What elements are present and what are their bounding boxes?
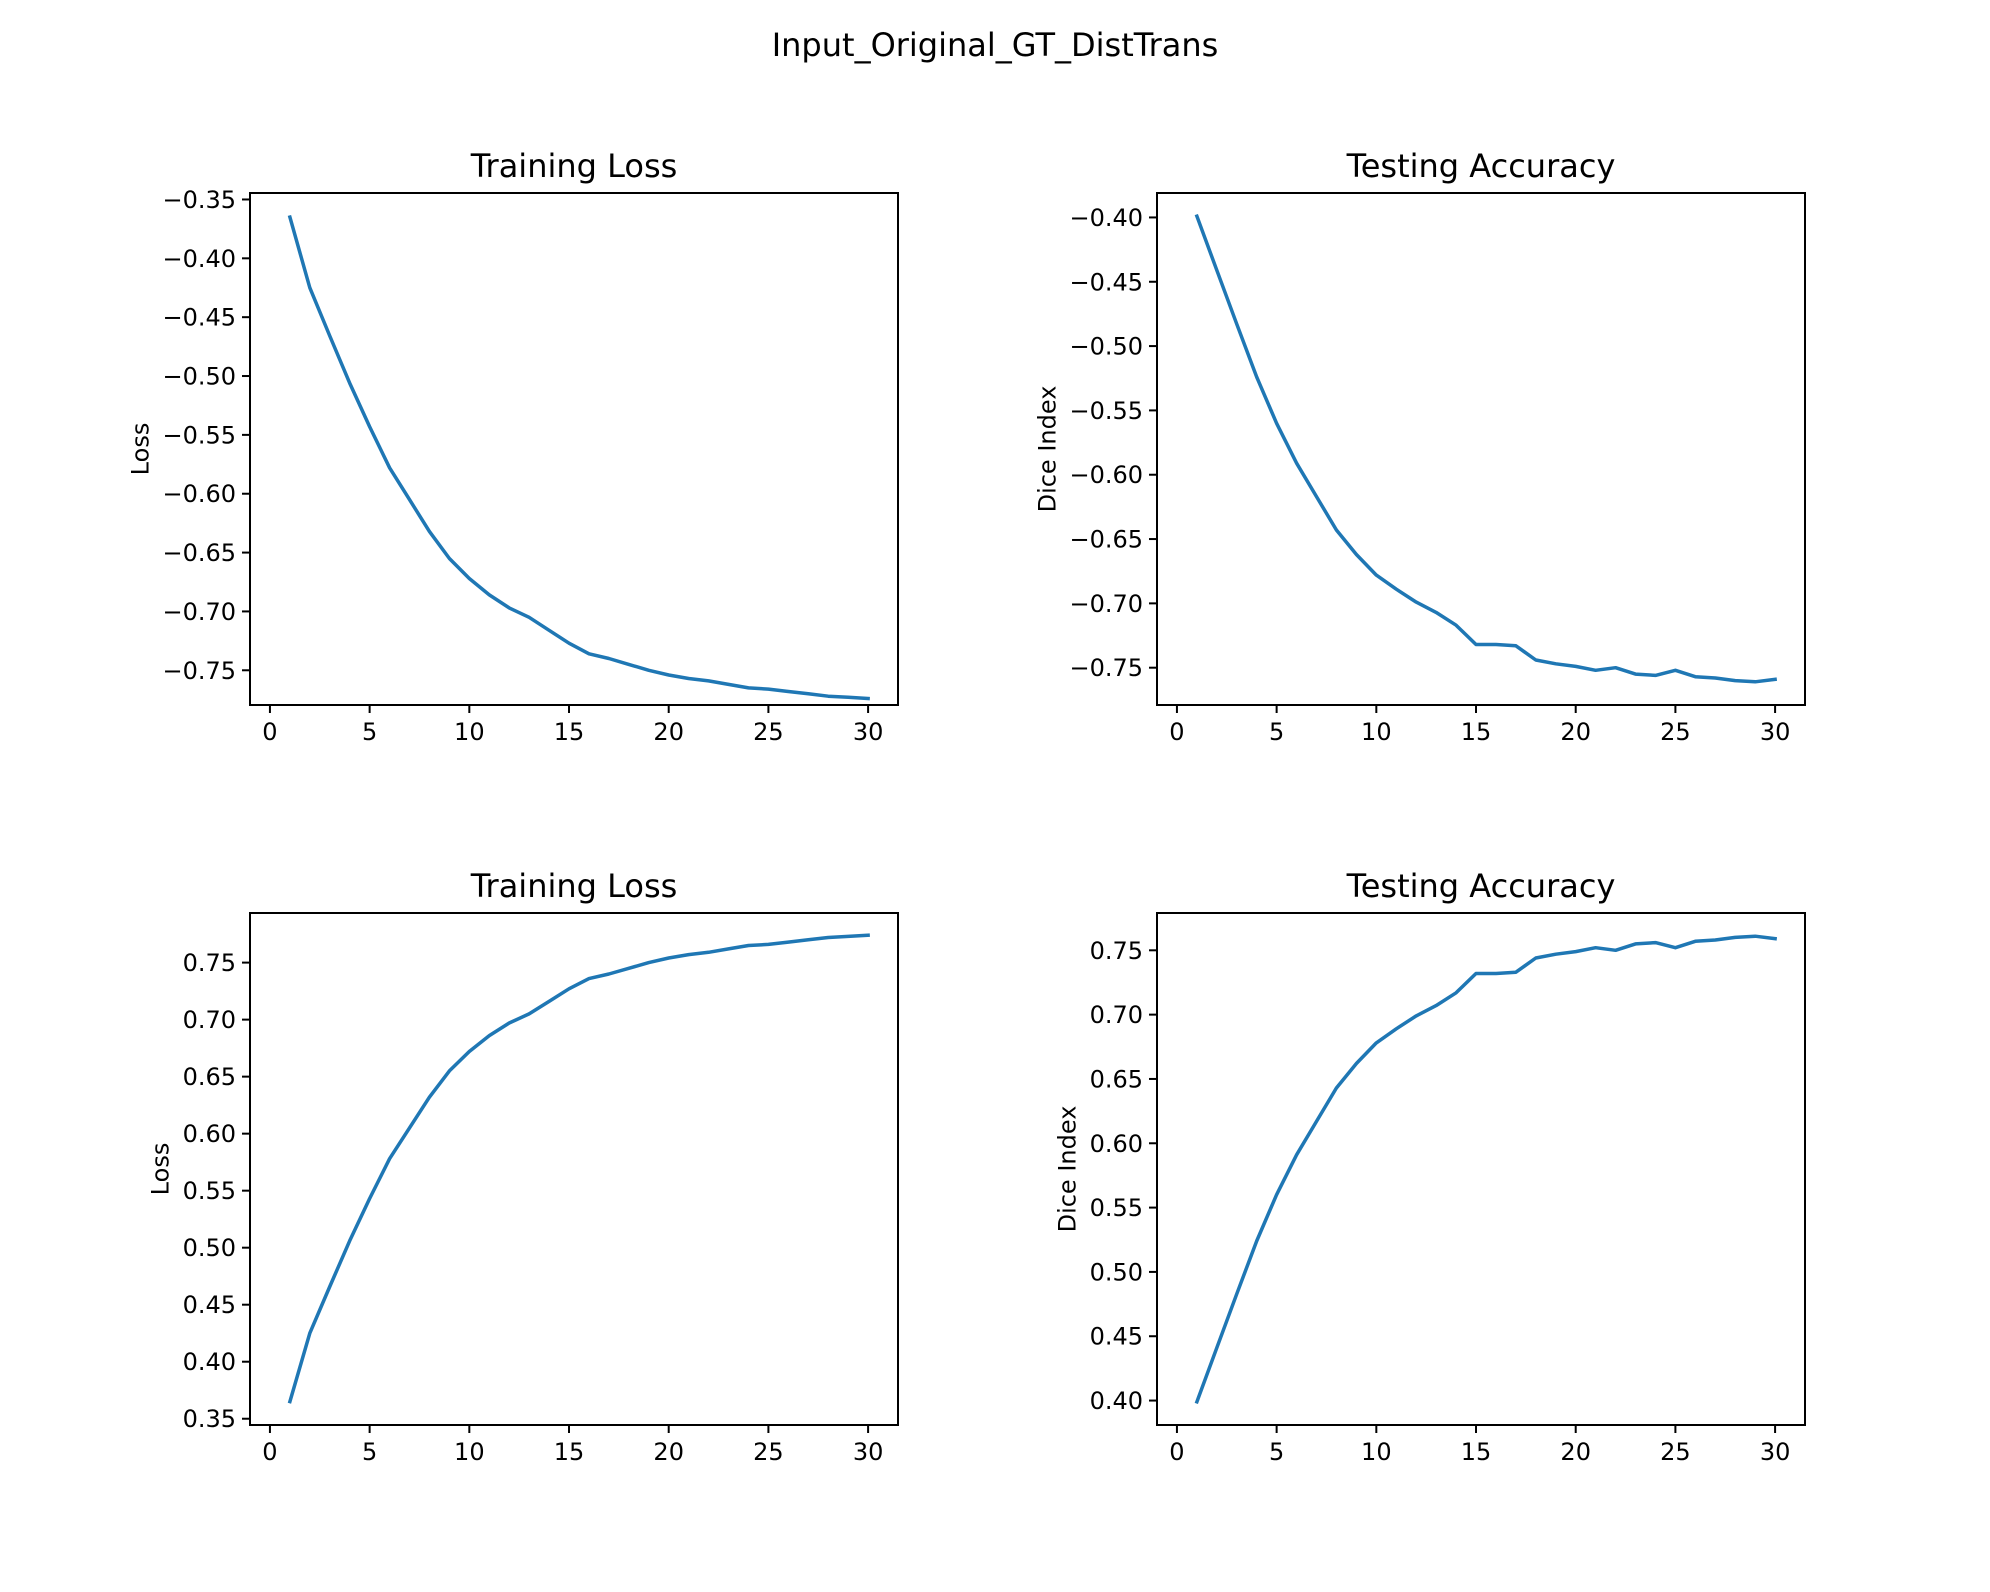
y-axis-label: Loss	[126, 423, 154, 476]
x-tick-label: 10	[454, 718, 485, 746]
y-axis-label: Loss	[147, 1143, 175, 1196]
y-tick-label: 0.35	[183, 1405, 236, 1433]
x-tick-label: 5	[1269, 718, 1284, 746]
x-tick-label: 10	[1361, 1438, 1392, 1466]
y-tick-label: −0.70	[1069, 590, 1143, 618]
y-tick-label: −0.70	[162, 598, 236, 626]
y-tick-label: 0.75	[183, 949, 236, 977]
y-tick-label: −0.50	[1069, 333, 1143, 361]
subplot-1: Training Loss 0 5 10 15 20 25 30 −0.35 −0.40 −0.45…	[126, 147, 899, 746]
x-tick-label: 25	[1660, 718, 1691, 746]
axes-frame	[1156, 192, 1806, 706]
subplot-2: Testing Accuracy 0 5 10 15 20 25 30 −0.40 −0.45 −0…	[1033, 147, 1806, 746]
y-tick-label: 0.65	[183, 1063, 236, 1091]
x-tick-label: 0	[262, 718, 277, 746]
y-tick-label: 0.60	[1090, 1130, 1143, 1158]
axes-frame	[249, 192, 899, 706]
axes-frame	[1156, 912, 1806, 1426]
x-tick-label: 30	[1760, 718, 1791, 746]
x-tick-label: 30	[1760, 1438, 1791, 1466]
x-tick-label: 25	[753, 1438, 784, 1466]
series-line	[287, 933, 870, 1404]
plot-title: Testing Accuracy	[1346, 867, 1616, 905]
series-line	[287, 214, 870, 701]
x-tick-label: 0	[1169, 718, 1184, 746]
y-axis-label: Dice Index	[1033, 386, 1061, 513]
plot-title: Training Loss	[470, 147, 678, 185]
y-tick-label: −0.35	[162, 186, 236, 214]
y-tick-label: 0.40	[183, 1348, 236, 1376]
y-tick-label: −0.40	[1069, 204, 1143, 232]
y-tick-label: −0.75	[162, 657, 236, 685]
y-tick-label: −0.65	[162, 539, 236, 567]
x-tick-label: 20	[653, 718, 684, 746]
x-tick-label: 20	[653, 1438, 684, 1466]
plot-title: Training Loss	[470, 867, 678, 905]
plot-title: Testing Accuracy	[1346, 147, 1616, 185]
y-tick-label: 0.55	[183, 1177, 236, 1205]
x-tick-label: 30	[853, 1438, 884, 1466]
y-tick-label: 0.65	[1090, 1065, 1143, 1093]
y-tick-label: −0.40	[162, 245, 236, 273]
y-tick-label: 0.70	[183, 1006, 236, 1034]
figure-title: Input_Original_GT_DistTrans	[772, 26, 1219, 64]
y-tick-label: 0.45	[183, 1291, 236, 1319]
y-tick-label: −0.55	[1069, 397, 1143, 425]
y-tick-label: 0.40	[1090, 1387, 1143, 1415]
series-line	[1194, 934, 1778, 1405]
y-tick-label: 0.75	[1090, 937, 1143, 965]
x-tick-label: 5	[362, 1438, 377, 1466]
series-line	[1194, 213, 1778, 684]
axes-frame	[249, 912, 899, 1426]
x-tick-label: 30	[853, 718, 884, 746]
x-tick-label: 15	[554, 1438, 585, 1466]
y-tick-label: 0.70	[1090, 1001, 1143, 1029]
x-tick-label: 20	[1560, 1438, 1591, 1466]
subplot-3: Training Loss 0 5 10 15 20 25 30 0.35 0.40 0.45 0.5…	[147, 867, 899, 1466]
x-tick-label: 15	[1461, 718, 1492, 746]
x-tick-label: 10	[454, 1438, 485, 1466]
x-tick-label: 5	[362, 718, 377, 746]
x-tick-label: 25	[753, 718, 784, 746]
y-tick-label: −0.45	[162, 304, 236, 332]
y-tick-label: −0.60	[162, 480, 236, 508]
x-tick-label: 5	[1269, 1438, 1284, 1466]
x-tick-label: 15	[1461, 1438, 1492, 1466]
y-tick-label: −0.55	[162, 421, 236, 449]
x-tick-label: 0	[262, 1438, 277, 1466]
y-tick-label: 0.45	[1090, 1323, 1143, 1351]
y-tick-label: 0.50	[183, 1234, 236, 1262]
subplot-4: Testing Accuracy 0 5 10 15 20 25 30 0.40 0.45 0.50…	[1054, 867, 1806, 1466]
x-tick-label: 15	[554, 718, 585, 746]
y-tick-label: −0.45	[1069, 268, 1143, 296]
y-tick-label: −0.50	[162, 363, 236, 391]
y-axis-label: Dice Index	[1054, 1106, 1082, 1233]
y-tick-label: 0.60	[183, 1120, 236, 1148]
y-tick-label: 0.55	[1090, 1194, 1143, 1222]
subplots: Training Loss 0 5 10 15 20 25 30 −0.35 −0.40 −0.45…	[126, 147, 1806, 1466]
x-tick-label: 25	[1660, 1438, 1691, 1466]
y-tick-label: −0.65	[1069, 526, 1143, 554]
y-tick-label: 0.50	[1090, 1258, 1143, 1286]
y-tick-label: −0.60	[1069, 461, 1143, 489]
x-tick-label: 10	[1361, 718, 1392, 746]
x-tick-label: 20	[1560, 718, 1591, 746]
y-tick-label: −0.75	[1069, 654, 1143, 682]
x-tick-label: 0	[1169, 1438, 1184, 1466]
